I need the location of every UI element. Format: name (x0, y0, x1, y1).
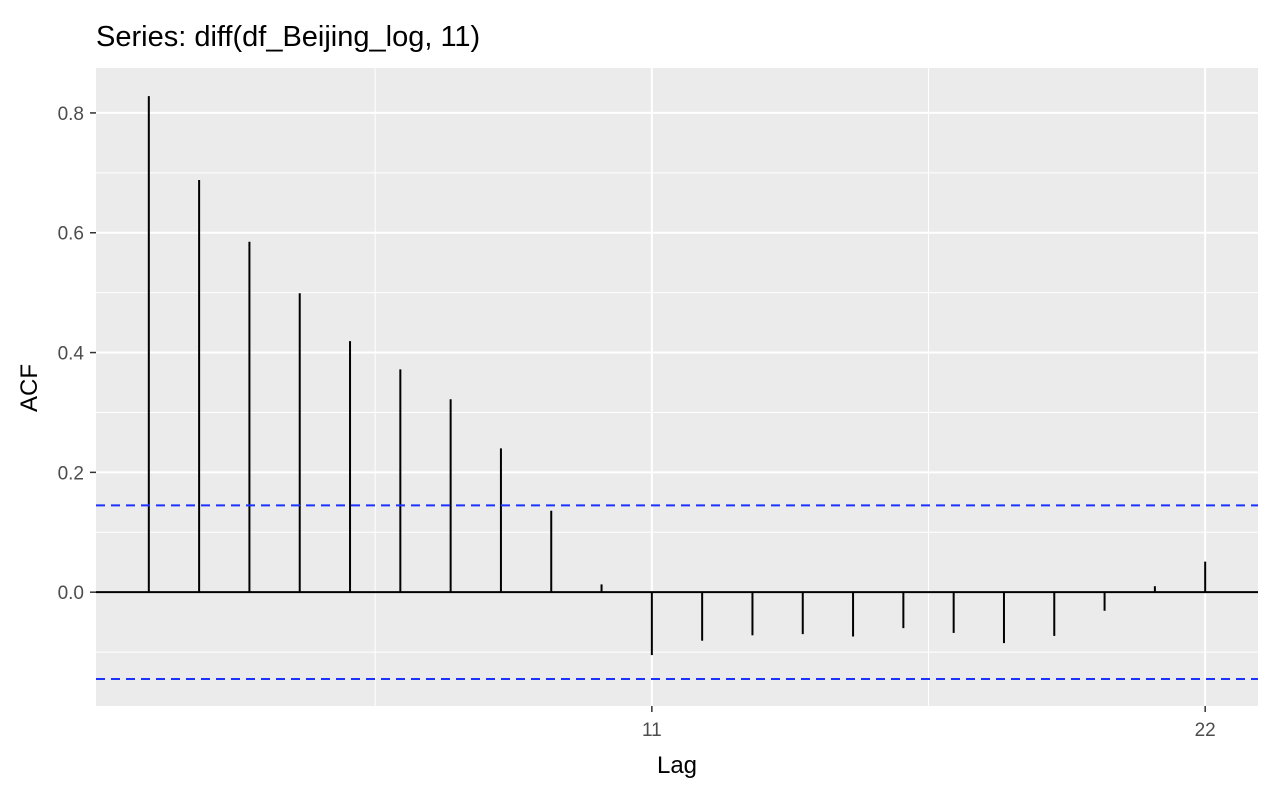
y-tick-label: 0.6 (58, 224, 84, 245)
y-axis-title: ACF (16, 364, 43, 412)
y-tick-label: 0.8 (58, 104, 84, 125)
acf-bars (147, 96, 1207, 656)
x-tick-label: 22 (1195, 720, 1216, 741)
y-tick-label: 0.2 (58, 463, 84, 484)
confidence-lines (96, 504, 1258, 681)
plot-panel (96, 68, 1258, 706)
x-axis-title: Lag (657, 752, 697, 779)
minor-gridlines (96, 68, 1258, 706)
x-tick-label: 11 (642, 720, 662, 741)
y-axis-ticks: 0.0 0.2 0.4 0.6 0.8 (58, 104, 96, 604)
y-tick-label: 0.0 (58, 583, 84, 604)
chart-title: Series: diff(df_Beijing_log, 11) (96, 21, 480, 53)
x-axis-ticks: 11 22 (642, 706, 1216, 741)
y-tick-label: 0.4 (58, 344, 85, 365)
